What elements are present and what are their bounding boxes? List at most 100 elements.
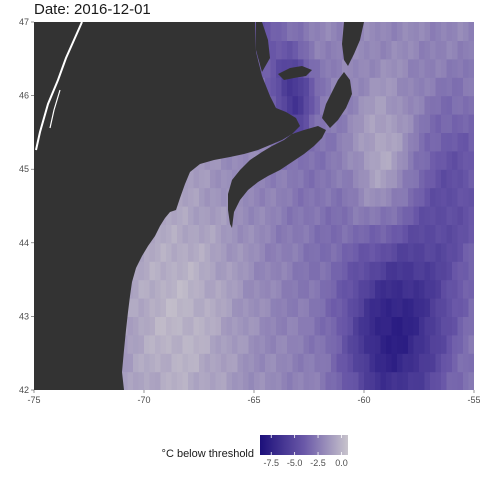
heat-cell (281, 169, 288, 189)
heat-cell (199, 169, 206, 189)
heat-cell (166, 298, 173, 317)
heat-cell (468, 334, 474, 354)
heat-cell (298, 371, 305, 390)
heat-cell (369, 95, 376, 115)
heat-cell (386, 40, 393, 60)
heat-cell (331, 206, 338, 225)
heat-cell (133, 261, 140, 281)
heat-cell (353, 40, 360, 60)
heat-cell (226, 261, 233, 281)
y-tick-label: 45 (19, 164, 29, 174)
heat-cell (468, 353, 474, 373)
heat-cell (419, 132, 426, 152)
heat-cell (435, 77, 442, 97)
legend-ticks: -7.5 -5.0 -2.5 0.0 (263, 435, 348, 468)
heat-cell (375, 206, 382, 225)
heat-cell (199, 334, 206, 354)
heat-cell (248, 353, 255, 373)
heat-cell (320, 316, 327, 336)
heat-cell (204, 206, 211, 225)
heat-cell (270, 187, 277, 207)
heat-cell (347, 224, 354, 244)
y-tick-label: 47 (19, 17, 29, 27)
heat-cell (204, 371, 211, 390)
heat-cell (320, 150, 327, 170)
heat-cell (380, 279, 387, 299)
heat-cell (386, 58, 393, 78)
heat-cell (342, 58, 349, 78)
heat-cell (353, 95, 360, 115)
heat-cell (408, 242, 415, 262)
heat-cell (215, 187, 222, 207)
heat-cell (430, 316, 437, 336)
heat-cell (215, 334, 222, 354)
x-tick-label: -70 (137, 395, 150, 405)
heat-cell (391, 40, 398, 60)
heat-cell (380, 261, 387, 281)
heat-cell (177, 206, 184, 225)
heat-cell (171, 334, 178, 354)
heat-cell (375, 95, 382, 115)
heat-cell (353, 298, 360, 317)
heat-cell (424, 95, 431, 115)
heat-cell (309, 279, 316, 299)
heat-cell (325, 279, 332, 299)
heat-cell (402, 298, 409, 317)
heat-cell (281, 206, 288, 225)
heat-cell (204, 353, 211, 373)
heat-cell (336, 40, 343, 60)
heat-cell (452, 316, 459, 336)
heat-cell (254, 334, 261, 354)
heat-cell (364, 40, 371, 60)
heat-cell (413, 353, 420, 373)
heat-cell (424, 206, 431, 225)
heat-cell (265, 77, 272, 97)
heat-cell (298, 77, 305, 97)
heat-cell (358, 150, 365, 170)
heat-cell (336, 353, 343, 373)
heat-cell (248, 316, 255, 336)
heat-cell (463, 150, 470, 170)
heat-cell (133, 298, 140, 317)
heat-cell (298, 224, 305, 244)
heat-cell (342, 114, 349, 133)
heat-cell (314, 77, 321, 97)
heat-cell (320, 206, 327, 225)
heat-cell (292, 371, 299, 390)
heat-cell (188, 353, 195, 373)
heat-cell (397, 58, 404, 78)
heat-cell (452, 132, 459, 152)
heat-cell (342, 169, 349, 189)
heat-cell (221, 353, 228, 373)
heat-cell (408, 261, 415, 281)
heat-cell (292, 22, 299, 41)
heat-cell (292, 261, 299, 281)
heat-cell (155, 334, 162, 354)
heat-cell (430, 40, 437, 60)
heat-cell (314, 242, 321, 262)
heat-cell (430, 279, 437, 299)
heat-cell (226, 334, 233, 354)
heat-cell (435, 371, 442, 390)
heat-cell (347, 150, 354, 170)
heat-cell (226, 316, 233, 336)
heat-cell (430, 95, 437, 115)
heat-cell (303, 22, 310, 41)
heat-cell (441, 187, 448, 207)
heat-cell (144, 353, 151, 373)
heat-cell (270, 242, 277, 262)
heat-cell (391, 353, 398, 373)
heat-cell (281, 242, 288, 262)
heat-cell (424, 132, 431, 152)
heat-cell (325, 169, 332, 189)
heat-cell (369, 353, 376, 373)
heat-cell (325, 261, 332, 281)
heat-cell (309, 224, 316, 244)
heat-cell (336, 22, 343, 41)
heat-cell (468, 77, 474, 97)
heat-cell (424, 77, 431, 97)
heat-cell (413, 279, 420, 299)
heat-cell (347, 187, 354, 207)
heat-cell (380, 316, 387, 336)
heat-cell (320, 169, 327, 189)
